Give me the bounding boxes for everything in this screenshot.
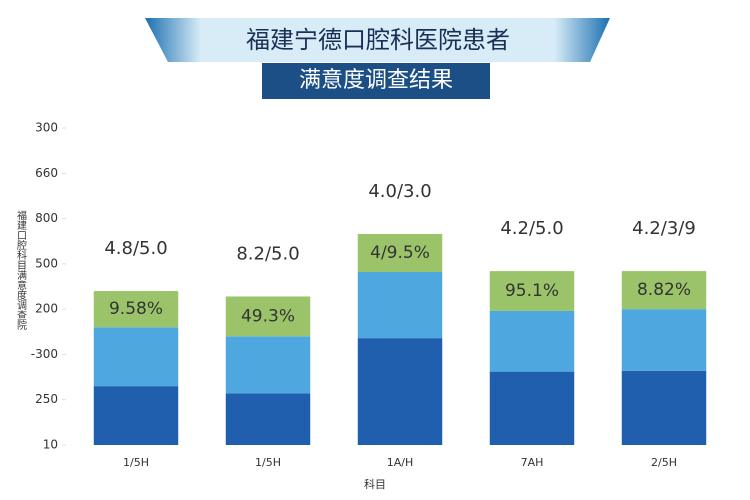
top-label: 4.2/3/9 xyxy=(632,218,696,239)
bar-segment xyxy=(357,272,443,339)
segment-label: 9.58% xyxy=(109,299,163,319)
bar-segment xyxy=(225,393,311,445)
bar-segment xyxy=(489,371,575,445)
x-tick-label: 7AH xyxy=(521,456,544,469)
segment-label: 8.82% xyxy=(637,280,691,300)
bar-segment xyxy=(489,310,575,372)
bar-segment xyxy=(357,338,443,445)
top-label: 8.2/5.0 xyxy=(236,243,299,264)
bar-segment xyxy=(357,233,443,273)
bar-segment xyxy=(621,370,707,445)
x-tick-label: 2/5H xyxy=(651,456,677,469)
y-tick-label: 660 xyxy=(35,166,58,180)
y-tick-label: 500 xyxy=(35,256,58,270)
bar-segment xyxy=(93,386,179,445)
y-tick-label: 10 xyxy=(43,438,58,452)
y-axis-label: 福建口腔科目满意度调查院 xyxy=(15,209,27,331)
subtitle-banner xyxy=(262,63,490,99)
bar-segment xyxy=(621,309,707,371)
top-label: 4.2/5.0 xyxy=(500,218,563,239)
chart-subtitle: 满意度调查结果 xyxy=(299,68,453,93)
y-tick-label: -300 xyxy=(31,347,58,361)
x-tick-label: 1/5H xyxy=(123,456,149,469)
y-tick-label: 300 xyxy=(35,121,58,135)
top-label: 4.0/3.0 xyxy=(368,181,431,202)
bar-segment xyxy=(489,271,575,311)
x-tick-label: 1A/H xyxy=(387,456,414,469)
y-tick-label: 800 xyxy=(35,211,58,225)
x-tick-label: 1/5H xyxy=(255,456,281,469)
y-tick-label: 200 xyxy=(35,302,58,316)
segment-label: 49.3% xyxy=(241,306,295,326)
bar-segment xyxy=(621,271,707,310)
segment-label: 4/9.5% xyxy=(370,243,430,263)
top-label: 4.8/5.0 xyxy=(104,238,167,259)
bar-segment xyxy=(93,327,179,387)
segment-label: 95.1% xyxy=(505,281,559,301)
bar-segment xyxy=(225,336,311,394)
x-axis-label: 科目 xyxy=(364,477,386,491)
bar-segment xyxy=(93,291,179,328)
bar-segment xyxy=(225,296,311,337)
chart-title: 福建宁德口腔科医院患者 xyxy=(246,26,510,54)
title-banner xyxy=(145,18,610,62)
y-tick-label: 250 xyxy=(35,392,58,406)
